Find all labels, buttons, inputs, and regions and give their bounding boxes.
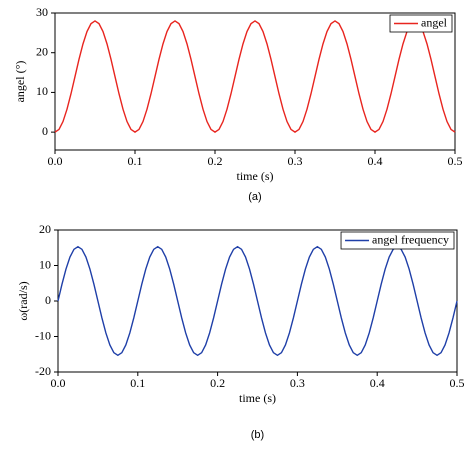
x-tick-label: 0.2: [210, 376, 225, 390]
y-tick-label: 10: [36, 84, 48, 98]
data-line: [54, 20, 456, 133]
y-axis-label: ω(rad/s): [16, 281, 30, 320]
legend: angel frequency: [340, 231, 455, 250]
x-tick-label: 0.3: [290, 376, 305, 390]
y-tick-label: 0: [42, 124, 48, 138]
x-tick-label: 0.3: [288, 154, 303, 168]
plot-frame: [54, 12, 456, 151]
data-line: [57, 245, 458, 357]
x-tick-label: 0.4: [370, 376, 385, 390]
legend: angel: [389, 14, 453, 33]
y-tick-label: 20: [39, 222, 51, 236]
x-tick-label: 0.0: [51, 376, 66, 390]
x-axis-label: time (s): [239, 391, 276, 405]
legend-label: angel frequency: [372, 232, 449, 246]
x-tick-label: 0.5: [448, 154, 463, 168]
x-tick-label: 0.0: [48, 154, 63, 168]
caption: (b): [251, 429, 264, 441]
y-axis-label: angel (°): [13, 61, 27, 103]
y-tick-label: 30: [36, 5, 48, 19]
x-tick-label: 0.1: [130, 376, 145, 390]
legend-label: angel: [421, 15, 448, 29]
y-tick-label: -10: [35, 328, 51, 342]
x-tick-label: 0.4: [368, 154, 383, 168]
x-tick-label: 0.2: [208, 154, 223, 168]
y-tick-label: 10: [39, 257, 51, 271]
x-tick-label: 0.5: [450, 376, 465, 390]
legend-box: [340, 231, 455, 250]
y-tick-label: 20: [36, 44, 48, 58]
x-tick-label: 0.1: [128, 154, 143, 168]
y-tick-label: 0: [45, 293, 51, 307]
y-tick-label: -20: [35, 364, 51, 378]
legend-box: [389, 14, 453, 33]
x-axis-label: time (s): [237, 169, 274, 183]
caption: (a): [248, 191, 261, 203]
